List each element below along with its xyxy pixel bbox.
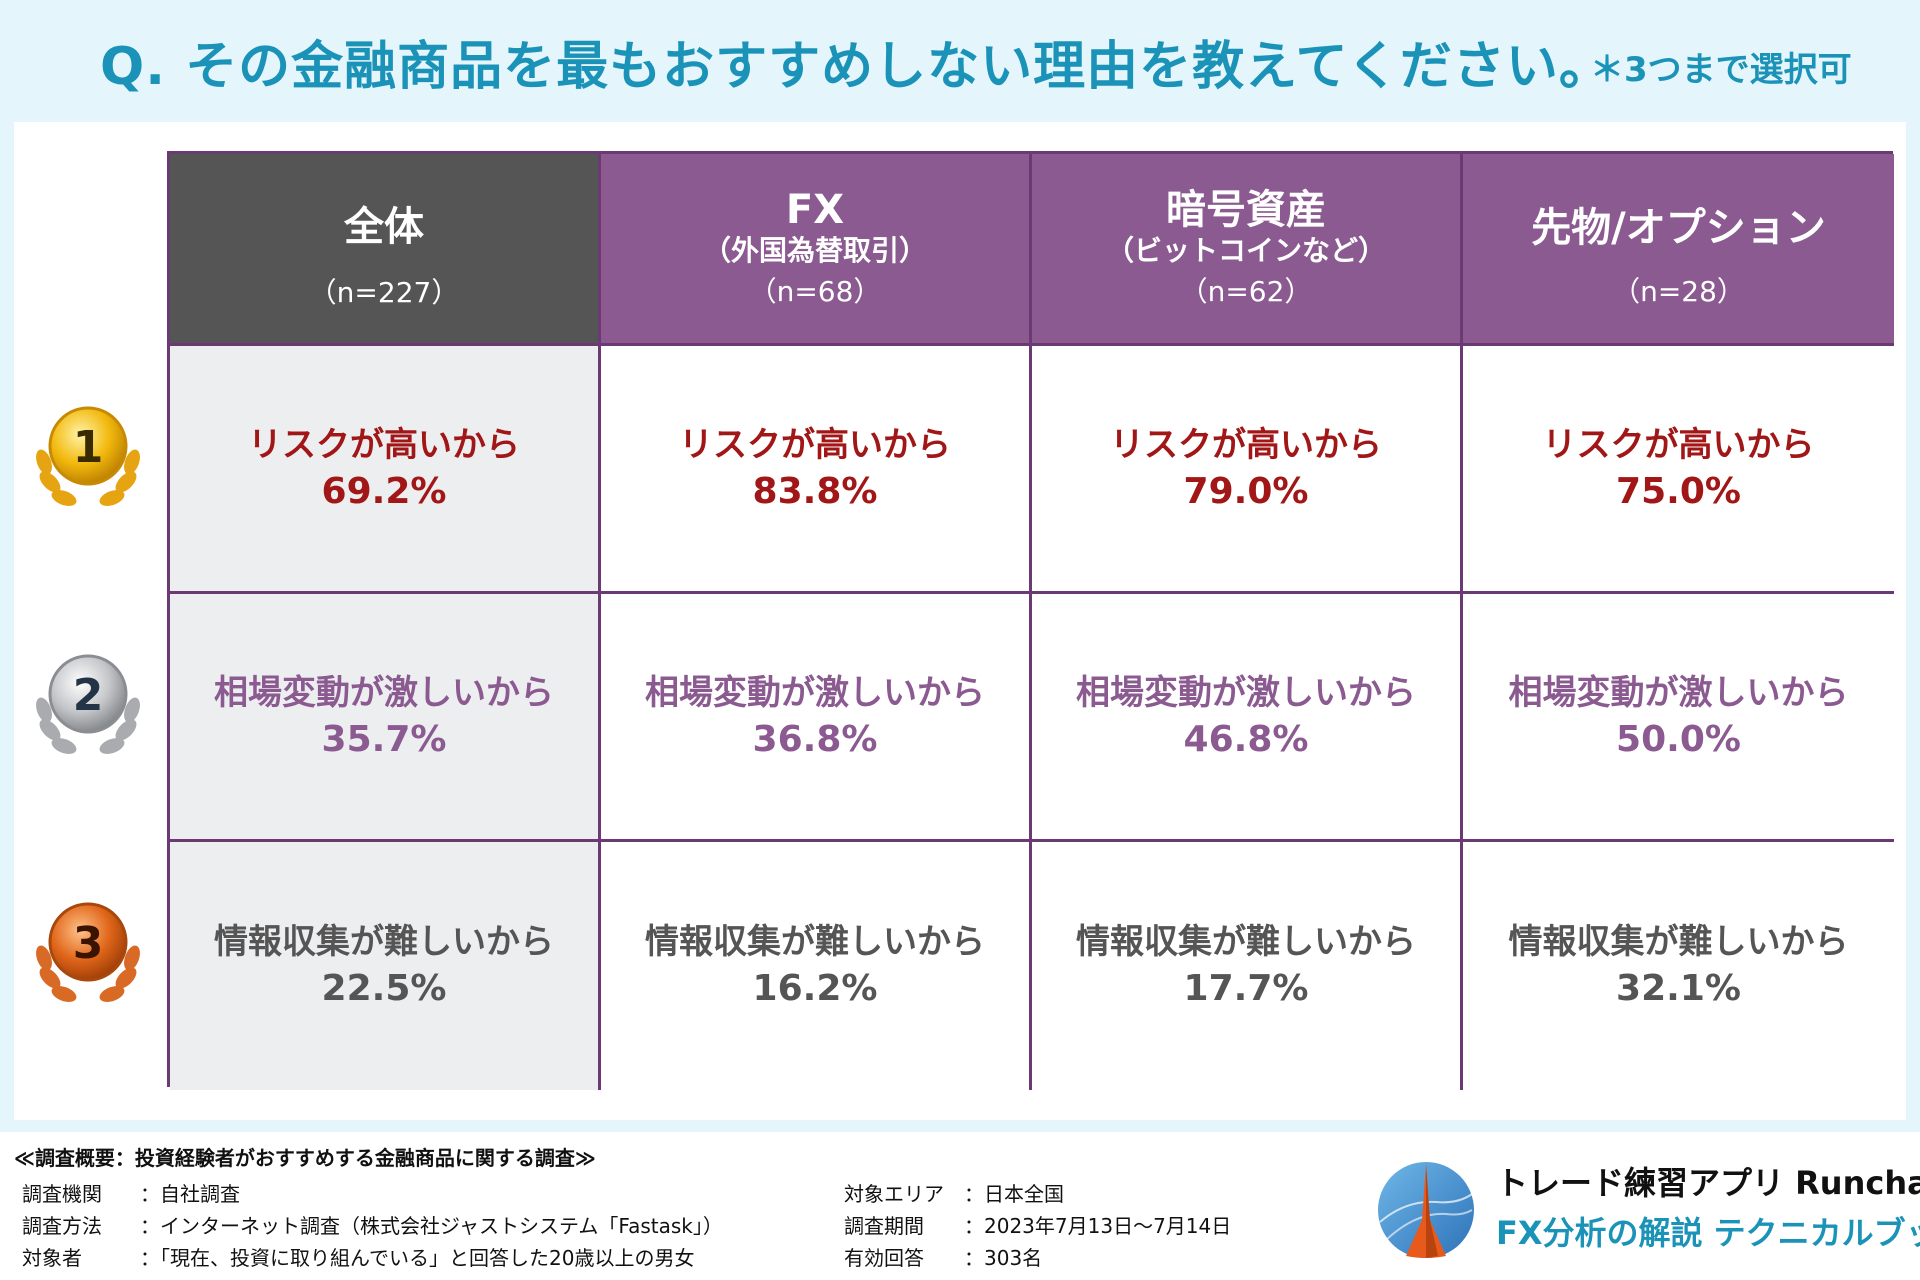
survey-value: ：「現在、投資に取り組んでいる」と回答した20歳以上の男女 — [140, 1246, 695, 1270]
rank3-cell-futures-options: 情報収集が難しいから 32.1% — [1463, 842, 1894, 1090]
rank2-cell-fx: 相場変動が激しいから 36.8% — [601, 594, 1032, 842]
percentage-value: 22.5% — [321, 968, 447, 1009]
survey-row-period: 調査期間 ：2023年7月13日〜7月14日 — [844, 1210, 1231, 1239]
reason-label: 相場変動が激しいから — [214, 672, 554, 713]
rank3-cell-crypto: 情報収集が難しいから 17.7% — [1032, 842, 1463, 1090]
column-sample-size: （n=227） — [308, 275, 460, 309]
svg-text:1: 1 — [73, 422, 104, 473]
percentage-value: 75.0% — [1616, 470, 1741, 512]
survey-row-target: 対象者 ：「現在、投資に取り組んでいる」と回答した20歳以上の男女 — [22, 1242, 694, 1271]
column-header-all: 全体 （n=227） — [170, 154, 601, 346]
survey-value: ：303名 — [964, 1246, 1043, 1270]
column-sample-size: （n=62） — [1179, 274, 1313, 308]
percentage-value: 35.7% — [321, 718, 447, 760]
column-subtitle: （ビットコインなど） — [1105, 233, 1386, 267]
reason-label: リスクが高いから — [248, 424, 520, 465]
column-header-fx: FX （外国為替取引） （n=68） — [601, 154, 1032, 346]
reason-label: リスクが高いから — [1542, 424, 1815, 465]
column-sample-size: （n=68） — [748, 274, 882, 308]
percentage-value: 32.1% — [1616, 968, 1741, 1009]
survey-summary: ≪調査概要：投資経験者がおすすめする金融商品に関する調査≫ 調査機関 ：自社調査 … — [0, 1132, 1920, 1280]
percentage-value: 17.7% — [1183, 968, 1309, 1009]
column-sample-size: （n=28） — [1612, 274, 1745, 308]
rank2-cell-all: 相場変動が激しいから 35.7% — [170, 594, 601, 842]
survey-title: ≪調査概要：投資経験者がおすすめする金融商品に関する調査≫ — [14, 1146, 596, 1170]
percentage-value: 46.8% — [1183, 718, 1309, 760]
percentage-value: 50.0% — [1616, 718, 1741, 760]
survey-row-responses: 有効回答 ：303名 — [844, 1242, 1042, 1271]
rank3-cell-all: 情報収集が難しいから 22.5% — [170, 842, 601, 1090]
survey-value: ：自社調査 — [140, 1182, 240, 1206]
percentage-value: 83.8% — [752, 470, 878, 512]
silver-medal-icon: 2 — [36, 654, 140, 754]
column-subtitle: （外国為替取引） — [702, 233, 927, 267]
reason-label: 情報収集が難しいから — [214, 922, 554, 962]
column-header-futures-options: 先物/オプション （n=28） — [1463, 154, 1894, 346]
survey-row-area: 対象エリア ：日本全国 — [844, 1178, 1064, 1207]
reason-label: リスクが高いから — [1110, 424, 1382, 465]
survey-key: 有効回答 — [844, 1246, 924, 1270]
column-title: 先物/オプション — [1531, 204, 1826, 251]
selection-note: ＊3つまで選択可 — [1590, 50, 1852, 90]
reason-label: 相場変動が激しいから — [1076, 672, 1416, 713]
survey-value: ：2023年7月13日〜7月14日 — [964, 1214, 1232, 1238]
page-title: Q. その金融商品を最もおすすめしない理由を教えてください。 — [100, 37, 1612, 97]
brand-app-name: トレード練習アプリ Runcha — [1496, 1164, 1920, 1202]
svg-text:2: 2 — [73, 670, 104, 721]
reason-label: 情報収集が難しいから — [645, 922, 985, 962]
reason-label: 情報収集が難しいから — [1508, 922, 1849, 962]
ranking-table: 全体 （n=227） FX （外国為替取引） （n=68） 暗号資産 （ビットコ… — [167, 151, 1894, 1090]
survey-key: 調査方法 — [22, 1214, 102, 1238]
bronze-medal-icon: 3 — [36, 902, 140, 1002]
survey-value: ：日本全国 — [964, 1182, 1064, 1206]
reason-label: 相場変動が激しいから — [1508, 672, 1849, 713]
rank1-cell-fx: リスクが高いから 83.8% — [601, 346, 1032, 594]
percentage-value: 79.0% — [1183, 470, 1309, 512]
column-title: FX — [785, 186, 845, 233]
page-header: Q. その金融商品を最もおすすめしない理由を教えてください。 ＊3つまで選択可 — [0, 0, 1920, 122]
svg-text:3: 3 — [73, 918, 104, 969]
rank3-cell-fx: 情報収集が難しいから 16.2% — [601, 842, 1032, 1090]
survey-row-method: 調査方法 ：インターネット調査（株式会社ジャストシステム「Fastask」） — [22, 1210, 723, 1239]
runcha-logo-icon — [1378, 1162, 1474, 1258]
percentage-value: 69.2% — [321, 470, 447, 512]
reason-label: 情報収集が難しいから — [1076, 922, 1416, 962]
rank1-cell-all: リスクが高いから 69.2% — [170, 346, 601, 594]
survey-key: 調査期間 — [844, 1214, 924, 1238]
survey-row-agency: 調査機関 ：自社調査 — [22, 1178, 240, 1207]
rank1-cell-crypto: リスクが高いから 79.0% — [1032, 346, 1463, 594]
brand-block: トレード練習アプリ Runcha FX分析の解説 テクニカルブック — [1376, 1152, 1920, 1272]
rank2-cell-futures-options: 相場変動が激しいから 50.0% — [1463, 594, 1894, 842]
gold-medal-icon: 1 — [36, 406, 140, 506]
survey-key: 対象者 — [22, 1246, 82, 1270]
survey-key: 対象エリア — [844, 1182, 944, 1206]
reason-label: リスクが高いから — [679, 424, 951, 465]
brand-tagline: FX分析の解説 テクニカルブック — [1496, 1214, 1920, 1252]
survey-value: ：インターネット調査（株式会社ジャストシステム「Fastask」） — [140, 1214, 723, 1238]
percentage-value: 16.2% — [752, 968, 878, 1009]
column-title: 全体 — [344, 203, 424, 250]
percentage-value: 36.8% — [752, 718, 878, 760]
rank2-cell-crypto: 相場変動が激しいから 46.8% — [1032, 594, 1463, 842]
column-header-crypto: 暗号資産 （ビットコインなど） （n=62） — [1032, 154, 1463, 346]
reason-label: 相場変動が激しいから — [645, 672, 985, 713]
column-title: 暗号資産 — [1166, 186, 1326, 233]
rank1-cell-futures-options: リスクが高いから 75.0% — [1463, 346, 1894, 594]
survey-key: 調査機関 — [22, 1182, 102, 1206]
